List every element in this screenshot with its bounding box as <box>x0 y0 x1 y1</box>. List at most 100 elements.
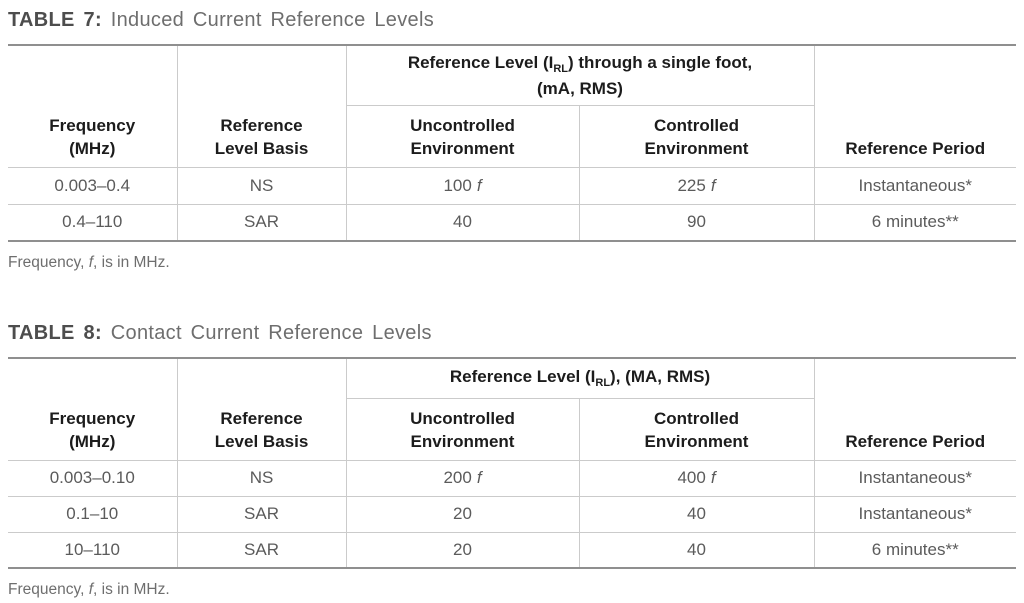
uncontrolled-value: 200 <box>443 468 472 487</box>
span-header-line1: Reference Level (IRL) through a single f… <box>353 51 808 77</box>
uncontrolled-header-line2: Environment <box>410 138 515 158</box>
frequency-cell: 10–110 <box>8 531 178 569</box>
basis-cell: SAR <box>176 495 347 533</box>
table7-section: TABLE 7: Induced Current Reference Level… <box>8 8 1016 272</box>
controlled-header-line1: Controlled <box>654 115 739 135</box>
span-header-post: ), (MA, RMS) <box>610 367 711 387</box>
table7-controlled-header: Controlled Environment <box>578 104 815 168</box>
frequency-variable: f <box>710 175 716 195</box>
table7-reference-level-span-header: Reference Level (IRL) through a single f… <box>345 44 815 106</box>
table7-period-header: Reference Period <box>813 44 1016 168</box>
induced-current-table: Frequency (MHz) Reference Level Basis Re… <box>8 44 1016 242</box>
table-row: 0.1–10 SAR 20 40 Instantaneous* <box>8 495 1016 533</box>
controlled-value: 90 <box>687 212 706 232</box>
table8-span-header-row: Frequency (MHz) Reference Level Basis Re… <box>8 357 1016 461</box>
table7-title-text: Induced Current Reference Levels <box>110 9 434 31</box>
table8-reference-level-span-header: Reference Level (IRL), (MA, RMS) <box>345 357 815 399</box>
span-header-subscript: RL <box>595 377 611 390</box>
table8-title-text: Contact Current Reference Levels <box>110 322 432 344</box>
controlled-value: 40 <box>687 539 706 559</box>
basis-header-line2: Level Basis <box>214 431 309 451</box>
table-row: 0.003–0.4 NS 100 f 225 f Instantaneous* <box>8 166 1016 205</box>
frequency-variable: f <box>710 468 716 487</box>
table8-title-label: TABLE 8: <box>8 322 102 344</box>
table8-sub-header-row: Uncontrolled Environment Controlled Envi… <box>8 397 1016 461</box>
table7-title-label: TABLE 7: <box>8 9 102 31</box>
uncontrolled-value: 20 <box>453 504 472 523</box>
footnote-post: , is in MHz. <box>93 581 170 598</box>
footnote-post: , is in MHz. <box>93 254 170 271</box>
controlled-header-line2: Environment <box>644 138 749 158</box>
table7-sub-header-row: Uncontrolled Environment Controlled Envi… <box>8 104 1016 168</box>
uncontrolled-cell: 40 <box>345 203 580 242</box>
basis-header-line1: Reference <box>220 408 303 428</box>
period-header-label: Reference Period <box>845 431 986 451</box>
basis-cell: NS <box>176 166 347 205</box>
frequency-variable: f <box>476 175 482 195</box>
period-header-label: Reference Period <box>845 138 986 158</box>
frequency-variable: f <box>476 468 482 487</box>
span-header-line1: Reference Level (IRL), (MA, RMS) <box>353 365 808 391</box>
uncontrolled-value: 40 <box>453 212 472 232</box>
footnote-variable: f <box>88 581 94 598</box>
frequency-header-line1: Frequency <box>49 408 136 428</box>
controlled-value: 225 <box>677 175 706 195</box>
table8-title: TABLE 8: Contact Current Reference Level… <box>8 321 1016 345</box>
uncontrolled-value: 20 <box>453 539 472 559</box>
uncontrolled-cell: 20 <box>345 531 580 569</box>
table-row: 0.003–0.10 NS 200 f 400 f Instantaneous* <box>8 459 1016 497</box>
period-cell: Instantaneous* <box>813 166 1016 205</box>
controlled-cell: 400 f <box>578 459 815 497</box>
table8-frequency-header: Frequency (MHz) <box>8 357 178 461</box>
uncontrolled-header-line1: Uncontrolled <box>410 115 515 135</box>
controlled-cell: 40 <box>578 531 815 569</box>
table7-span-header-row: Frequency (MHz) Reference Level Basis Re… <box>8 44 1016 168</box>
contact-current-table: Frequency (MHz) Reference Level Basis Re… <box>8 357 1016 569</box>
span-header-pre: Reference Level (I <box>407 52 554 72</box>
basis-cell: SAR <box>176 531 347 569</box>
uncontrolled-cell: 200 f <box>345 459 580 497</box>
controlled-cell: 225 f <box>578 166 815 205</box>
table7-footnote: Frequency, f, is in MHz. <box>8 254 1016 272</box>
uncontrolled-cell: 100 f <box>345 166 580 205</box>
table8-section: TABLE 8: Contact Current Reference Level… <box>8 321 1016 599</box>
footnote-variable: f <box>88 254 94 271</box>
period-cell: 6 minutes** <box>813 203 1016 242</box>
table8-footnote: Frequency, f, is in MHz. <box>8 581 1016 599</box>
uncontrolled-cell: 20 <box>345 495 580 533</box>
period-cell: Instantaneous* <box>813 459 1016 497</box>
basis-header-line1: Reference <box>220 115 303 135</box>
frequency-header-line2: (MHz) <box>69 138 116 158</box>
uncontrolled-header-line1: Uncontrolled <box>410 408 515 428</box>
footnote-pre: Frequency, <box>8 254 89 271</box>
span-header-pre: Reference Level (I <box>449 367 596 387</box>
controlled-cell: 90 <box>578 203 815 242</box>
table8-basis-header: Reference Level Basis <box>176 357 347 461</box>
frequency-cell: 0.003–0.10 <box>8 459 178 497</box>
table-row: 10–110 SAR 20 40 6 minutes** <box>8 531 1016 569</box>
frequency-cell: 0.1–10 <box>8 495 178 533</box>
table7-title: TABLE 7: Induced Current Reference Level… <box>8 8 1016 32</box>
basis-cell: NS <box>176 459 347 497</box>
table8-uncontrolled-header: Uncontrolled Environment <box>345 397 580 461</box>
table8-period-header: Reference Period <box>813 357 1016 461</box>
basis-cell: SAR <box>176 203 347 242</box>
table-row: 0.4–110 SAR 40 90 6 minutes** <box>8 203 1016 242</box>
uncontrolled-header-line2: Environment <box>410 431 515 451</box>
frequency-cell: 0.4–110 <box>8 203 178 242</box>
table7-uncontrolled-header: Uncontrolled Environment <box>345 104 580 168</box>
table7-basis-header: Reference Level Basis <box>176 44 347 168</box>
controlled-header-line1: Controlled <box>654 408 739 428</box>
frequency-header-line1: Frequency <box>49 115 136 135</box>
uncontrolled-value: 100 <box>443 175 472 195</box>
frequency-header-line2: (MHz) <box>69 431 116 451</box>
frequency-cell: 0.003–0.4 <box>8 166 178 205</box>
controlled-header-line2: Environment <box>644 431 749 451</box>
span-header-post: ) through a single foot, <box>568 52 753 72</box>
table7-frequency-header: Frequency (MHz) <box>8 44 178 168</box>
footnote-pre: Frequency, <box>8 581 89 598</box>
table8-controlled-header: Controlled Environment <box>578 397 815 461</box>
period-cell: 6 minutes** <box>813 531 1016 569</box>
span-header-subscript: RL <box>553 62 569 75</box>
period-cell: Instantaneous* <box>813 495 1016 533</box>
